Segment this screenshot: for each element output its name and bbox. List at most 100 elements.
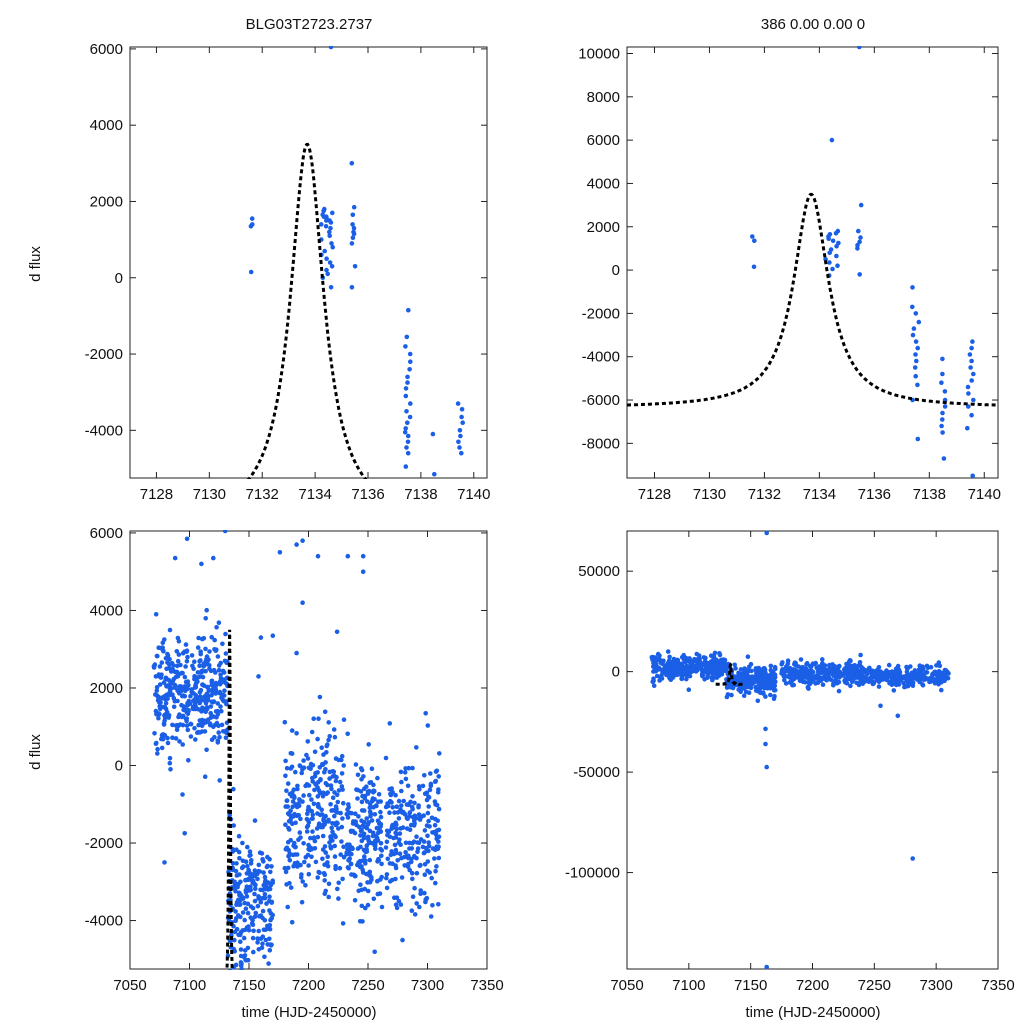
data-point [830,238,836,244]
data-point [305,756,311,761]
data-point [349,285,355,290]
data-point [213,680,219,686]
data-point [263,937,269,943]
data-point [306,765,312,771]
data-point [764,764,769,770]
data-point [351,231,357,237]
data-point [159,704,165,710]
data-point [269,942,274,948]
data-point [711,662,716,668]
data-point [256,928,262,934]
data-point [334,792,340,798]
data-point [866,666,871,672]
data-point [891,688,897,693]
data-point [182,674,188,680]
data-point [399,875,405,880]
data-point [324,267,329,273]
data-point [855,674,861,680]
data-point [669,659,675,665]
data-point [239,961,244,966]
bottom-left-xlabel: time (HJD-2450000) [241,1004,376,1021]
data-point [371,896,377,902]
data-point [200,705,205,710]
data-point [940,356,945,362]
data-point [285,804,291,809]
data-point [325,860,330,865]
data-point [180,792,185,797]
data-point [781,673,787,679]
data-point [220,641,225,647]
data-point [324,218,329,223]
data-point [213,709,219,714]
top-left-xtick-label: 7128 [140,486,173,503]
bottom-left-ytick-label: -2000 [85,835,123,852]
data-point [412,853,417,859]
data-point [399,788,404,794]
data-point [747,674,753,680]
data-point [192,725,197,731]
data-point [349,872,354,877]
data-point [315,736,320,742]
data-point [433,769,439,774]
data-point [932,681,938,686]
data-point [378,829,384,834]
data-point [298,835,303,840]
data-point [216,723,221,729]
data-point [412,912,418,917]
data-point [186,758,191,763]
data-point [267,948,273,953]
data-point [262,892,268,897]
data-point [222,688,227,693]
data-point [371,788,376,794]
data-point [332,773,337,779]
data-point [358,766,364,771]
data-point [297,763,303,768]
data-point [803,680,808,685]
data-point [303,783,308,789]
data-point [379,861,384,867]
bottom-right-xtick-label: 7250 [858,977,891,994]
data-point [808,675,814,681]
data-point [269,899,275,905]
data-point [161,680,167,685]
data-point [360,553,366,559]
data-point [315,834,321,840]
data-point [184,536,190,542]
data-point [738,689,743,694]
data-point [192,659,197,664]
data-point [762,667,768,672]
bottom-left-xtick-label: 7250 [351,977,384,994]
data-point [913,373,918,379]
data-point [195,675,201,680]
data-point [356,860,361,865]
data-point [176,639,182,644]
data-point [163,675,169,681]
data-point [284,798,290,803]
data-point [435,846,441,851]
data-point [200,682,205,688]
data-point [249,216,255,221]
right-panel-title: 386 0.00 0.00 0 [761,16,865,33]
data-point [690,660,695,665]
data-point [828,667,833,673]
data-point [913,352,918,357]
data-point [856,682,862,688]
data-point [402,863,408,868]
data-point [197,730,203,735]
data-point [405,816,410,822]
data-point [827,260,832,265]
data-point [429,875,435,881]
data-point [782,677,787,683]
data-point [158,675,164,680]
data-point [368,780,374,785]
bottom-right-xtick-label: 7150 [734,977,767,994]
data-point [227,968,232,970]
data-point [201,664,206,669]
data-point [390,805,396,810]
data-point [341,844,346,850]
data-point [393,792,398,798]
data-point [422,773,427,778]
data-point [367,879,373,885]
data-point [801,666,807,671]
data-point [216,730,221,735]
